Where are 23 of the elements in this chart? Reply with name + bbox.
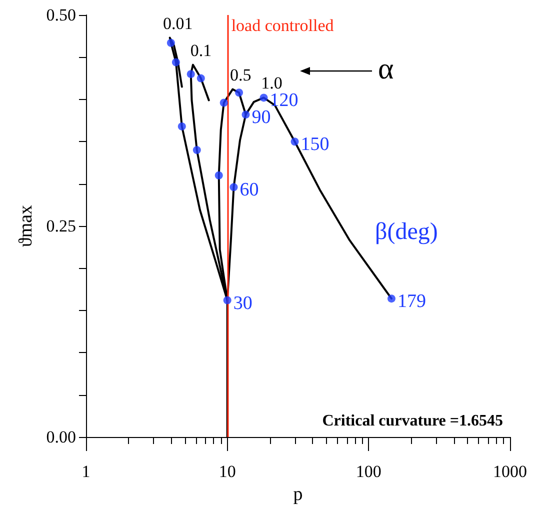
x-tick-label: 1000 [493,462,527,481]
annotation: Critical curvature =1.6545 [322,412,503,430]
annotation: 179 [397,291,426,312]
annotation: 30 [233,292,252,314]
series-label: 0.1 [190,40,212,60]
series-label: 0.5 [230,65,252,84]
y-tick-label: 0.25 [46,216,76,236]
annotation: 150 [300,134,330,156]
y-axis-title: ϑmax [15,204,36,248]
x-axis-title: p [293,484,303,505]
annotation: 120 [270,90,298,112]
ref-line-label: load controlled [231,16,334,35]
x-tick-label: 1 [82,462,90,481]
series-label: 0.01 [162,14,193,33]
y-tick-label: 0.50 [46,6,76,24]
series-label: 1.0 [261,74,282,93]
annotation: β(deg) [375,219,438,245]
x-tick-label: 100 [356,462,382,481]
annotation: 60 [240,180,259,201]
y-tick-label: 0.00 [46,428,76,446]
x-tick-label: 10 [218,462,236,481]
annotation: α [378,52,394,86]
annotation: 90 [252,107,271,128]
